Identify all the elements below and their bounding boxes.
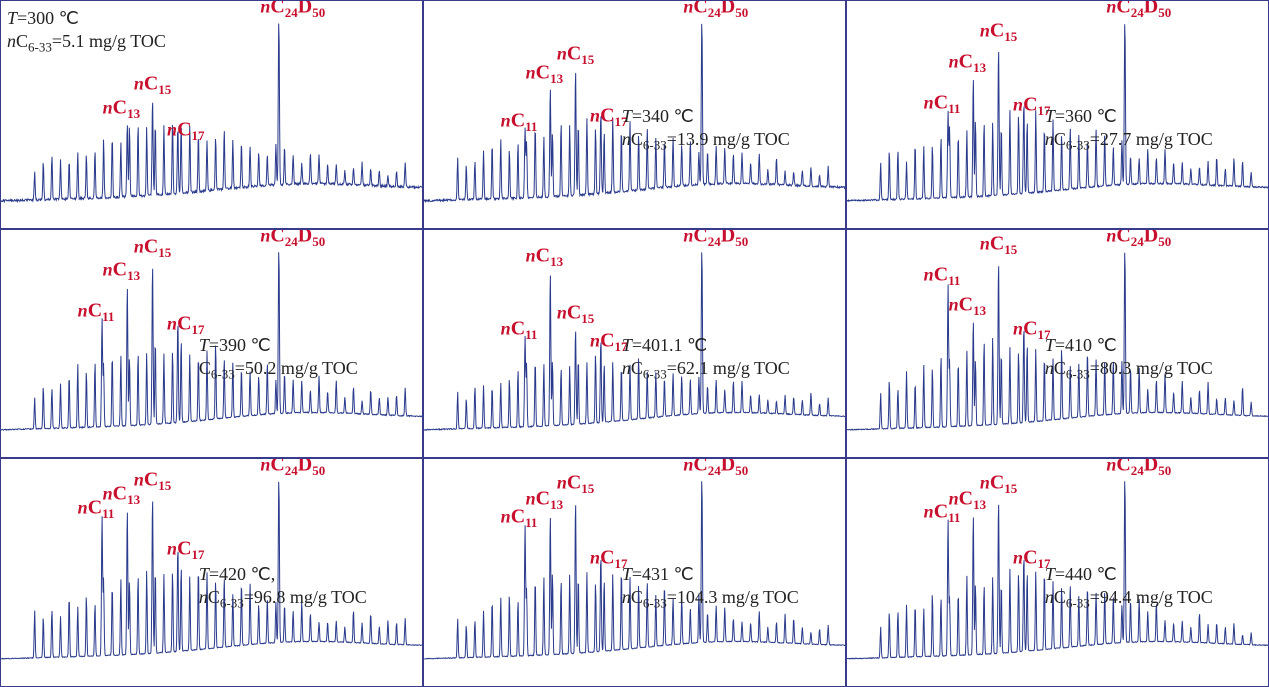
chromatogram-panel: nC11nC13nC15nC17nC24D50T=431 ℃nC6-33=104… — [423, 458, 846, 687]
nC-value: 13.9 — [677, 129, 709, 149]
chromatogram-panel: nC11nC13nC15nC17nC24D50T=420 ℃,nC6-33=96… — [0, 458, 423, 687]
peak-label-c15: nC15 — [557, 302, 594, 325]
peak-label-d50: nC24D50 — [1106, 458, 1171, 477]
peak-label-d50: nC24D50 — [1106, 229, 1171, 248]
peak-label-c15: nC15 — [134, 469, 171, 492]
peak-label-d50: nC24D50 — [260, 0, 325, 19]
peak-label-c13: nC13 — [949, 295, 986, 318]
chromatogram-panel: nC11 nC13nC15 nC17 nC24D50 T=390 ℃C6-33=50.2… — [0, 229, 423, 458]
temperature-value: 360 — [1065, 106, 1092, 126]
peak-label-c13: nC13 — [103, 259, 140, 282]
peak-label-d50: nC24D50 — [260, 229, 325, 248]
nC-value: 80.3 — [1100, 358, 1132, 378]
peak-label-d50: nC24D50 — [1106, 0, 1171, 19]
temperature-value: 300 — [27, 8, 54, 28]
temperature-value: 440 — [1065, 564, 1092, 584]
peak-label-c13: nC13 — [103, 98, 140, 121]
chromatogram-grid: nC13nC15nC17nC24D50T=300 ℃nC6-33=5.1 mg/… — [0, 0, 1269, 687]
peak-label-c15: nC15 — [134, 73, 171, 96]
peak-label-c15: nC15 — [980, 233, 1017, 256]
peak-label-c11: nC11 — [78, 300, 115, 323]
condition-text: T=340 ℃nC6-33=13.9 mg/g TOC — [622, 105, 790, 153]
peak-label-c11: nC11 — [501, 318, 538, 341]
nC-value: 5.1 — [62, 31, 85, 51]
condition-text: T=410 ℃nC6-33=80.3 mg/g TOC — [1045, 334, 1213, 382]
peak-label-c15: nC15 — [557, 43, 594, 66]
peak-label-d50: nC24D50 — [683, 458, 748, 477]
peak-label-c13: nC13 — [526, 245, 563, 268]
peak-label-c11: nC11 — [501, 110, 538, 133]
peak-label-c15: nC15 — [980, 473, 1017, 496]
temperature-value: 410 — [1065, 335, 1092, 355]
peak-label-c17: nC17 — [167, 313, 204, 336]
peak-label-d50: nC24D50 — [260, 458, 325, 477]
peak-label-c13: nC13 — [949, 52, 986, 75]
temperature-value: 340 — [642, 106, 669, 126]
temperature-value: 401.1 — [642, 335, 683, 355]
condition-text: T=401.1 ℃nC6-33=62.1 mg/g TOC — [622, 334, 790, 382]
nC-value: 94.4 — [1100, 587, 1132, 607]
peak-label-c15: nC15 — [134, 237, 171, 260]
condition-text: T=420 ℃,nC6-33=96.8 mg/g TOC — [199, 563, 367, 611]
peak-label-c11: nC11 — [924, 265, 961, 288]
chromatogram-panel: nC11nC13nC15nC17nC24D50T=401.1 ℃nC6-33=6… — [423, 229, 846, 458]
peak-label-c17: nC17 — [167, 119, 204, 142]
peak-label-d50: nC24D50 — [683, 229, 748, 248]
chromatogram-panel: nC11nC13nC15nC17nC24D50T=410 ℃nC6-33=80.… — [846, 229, 1269, 458]
chromatogram-panel: nC11nC13nC15nC17nC24D50T=360 ℃nC6-33=27.… — [846, 0, 1269, 229]
peak-label-d50: nC24D50 — [683, 0, 748, 19]
chromatogram-panel: nC11nC13nC15nC17nC24D50T=340 ℃nC6-33=13.… — [423, 0, 846, 229]
condition-text: T=431 ℃nC6-33=104.3 mg/g TOC — [622, 563, 799, 611]
temperature-value: 431 — [642, 564, 669, 584]
chromatogram-panel: nC11nC13nC15nC17nC24D50T=440 ℃nC6-33=94.… — [846, 458, 1269, 687]
condition-text: T=390 ℃C6-33=50.2 mg/g TOC — [199, 334, 358, 382]
peak-label-c15: nC15 — [980, 20, 1017, 43]
condition-text: T=300 ℃nC6-33=5.1 mg/g TOC — [7, 7, 166, 55]
temperature-value: 420 — [219, 564, 246, 584]
peak-label-c17: nC17 — [167, 538, 204, 561]
nC-value: 104.3 — [677, 587, 718, 607]
peak-label-c15: nC15 — [557, 473, 594, 496]
chromatogram-panel: nC13nC15 nC17 nC24D50 T=300 ℃nC6-33=5.1 mg/… — [0, 0, 423, 229]
condition-text: T=360 ℃nC6-33=27.7 mg/g TOC — [1045, 105, 1213, 153]
nC-value: 27.7 — [1100, 129, 1132, 149]
nC-value: 50.2 — [245, 358, 277, 378]
temperature-value: 390 — [219, 335, 246, 355]
nC-value: 62.1 — [677, 358, 709, 378]
peak-label-c11: nC11 — [924, 93, 961, 116]
nC-value: 96.8 — [254, 587, 286, 607]
condition-text: T=440 ℃nC6-33=94.4 mg/g TOC — [1045, 563, 1213, 611]
